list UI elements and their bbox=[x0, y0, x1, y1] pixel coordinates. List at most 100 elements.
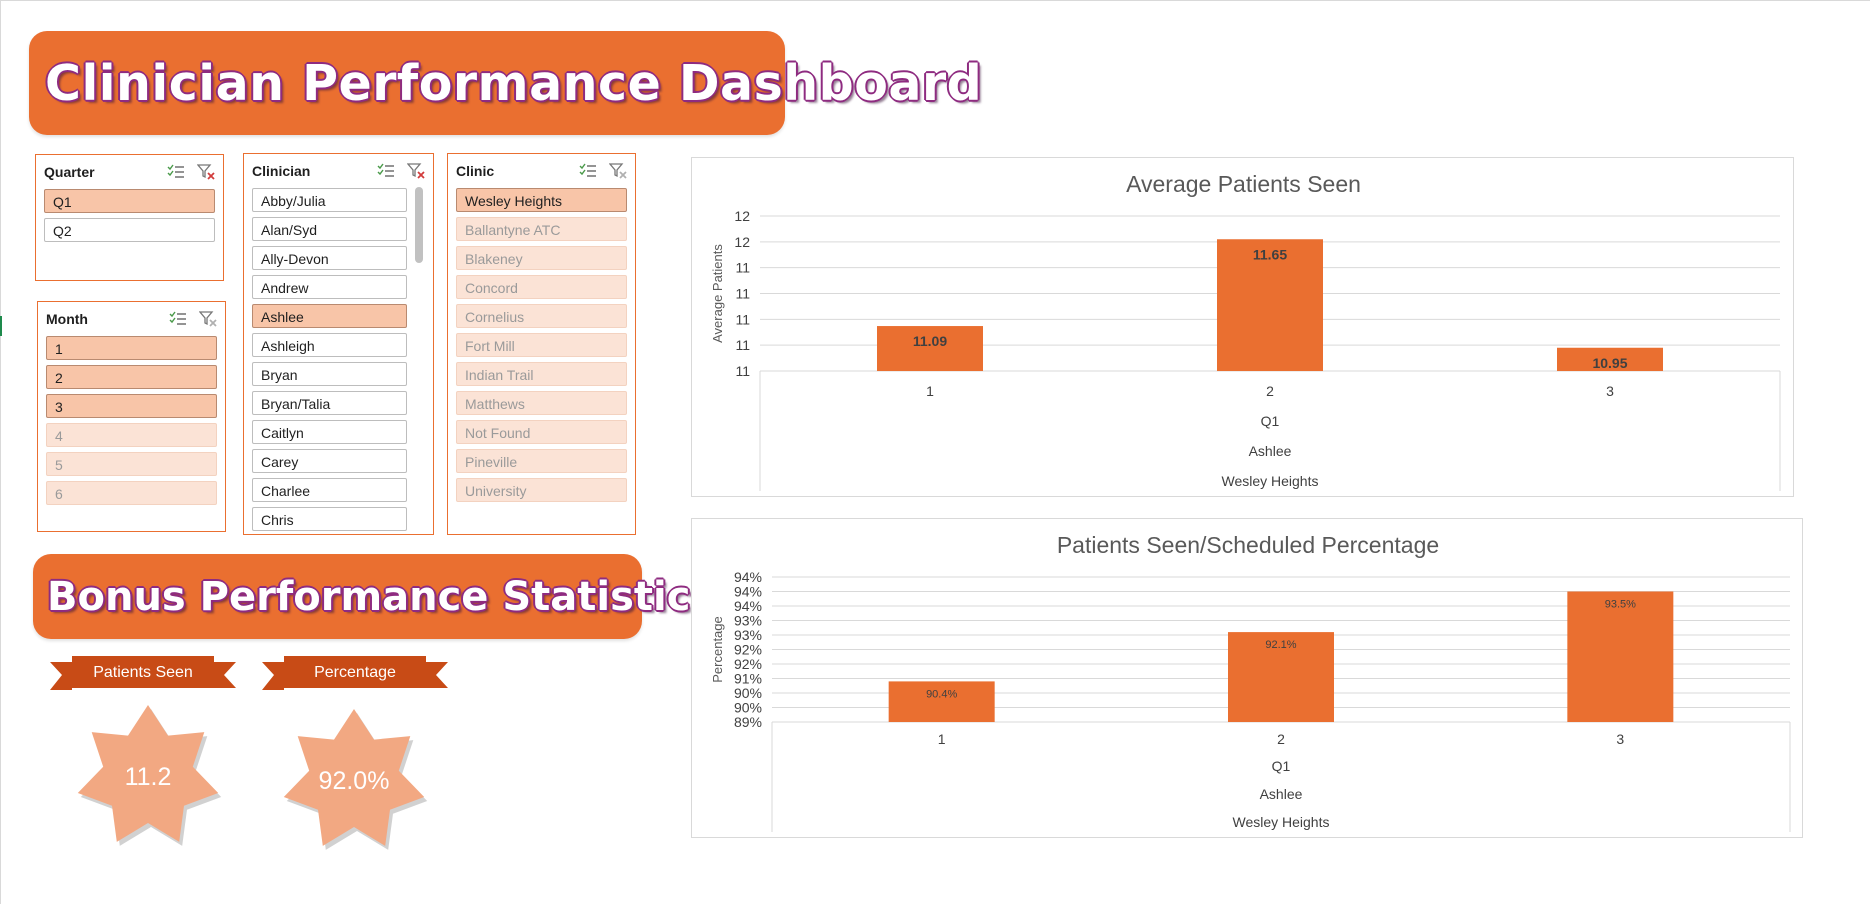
star-body bbox=[77, 705, 219, 842]
clinic-option[interactable]: Fort Mill bbox=[456, 333, 627, 357]
y-tick-label: 93% bbox=[734, 627, 762, 643]
y-tick-label: 12 bbox=[734, 234, 750, 250]
clinic-option[interactable]: Wesley Heights bbox=[456, 188, 627, 212]
clinician-option[interactable]: Andrew bbox=[252, 275, 407, 299]
y-tick-label: 93% bbox=[734, 613, 762, 629]
data-label: 10.95 bbox=[1592, 355, 1627, 371]
month-option[interactable]: 4 bbox=[46, 423, 217, 447]
y-tick-label: 11 bbox=[735, 311, 750, 327]
month-slicer[interactable]: Month 1 2 3 4 5 6 bbox=[37, 301, 226, 532]
percentage-label: Percentage bbox=[314, 664, 396, 681]
y-tick-label: 90% bbox=[734, 685, 762, 701]
clinic-option[interactable]: University bbox=[456, 478, 627, 502]
quarter-slicer-items: Q1 Q2 bbox=[44, 189, 215, 247]
y-tick-label: 94% bbox=[734, 598, 762, 614]
clinic-option[interactable]: Matthews bbox=[456, 391, 627, 415]
y-axis-label: Percentage bbox=[710, 616, 725, 683]
clinic-option[interactable]: Cornelius bbox=[456, 304, 627, 328]
multi-select-icon[interactable] bbox=[169, 311, 187, 327]
clinician-slicer[interactable]: Clinician Abby/Julia Alan/Syd Ally-Devon An… bbox=[243, 153, 434, 535]
multi-select-icon[interactable] bbox=[579, 163, 597, 179]
chart-bar bbox=[1557, 347, 1663, 371]
star-shape bbox=[77, 705, 222, 846]
chart-bar bbox=[1228, 632, 1334, 722]
dashboard-title-banner: Clinician Performance Dashboard bbox=[29, 31, 982, 135]
y-tick-label: 11 bbox=[735, 260, 750, 276]
x-tick-label: 2 bbox=[1277, 731, 1285, 747]
y-tick-label: 94% bbox=[734, 584, 762, 600]
percentage-value: 92.0% bbox=[318, 766, 390, 795]
percentage-chart-svg: Patients Seen/Scheduled Percentage89%90%… bbox=[710, 532, 1791, 832]
clinician-option[interactable]: Abby/Julia bbox=[252, 188, 407, 212]
clinician-option[interactable]: Ashlee bbox=[252, 304, 407, 328]
x-group-label: Ashlee bbox=[1260, 786, 1303, 802]
clinician-option[interactable]: Carey bbox=[252, 449, 407, 473]
clinic-option[interactable]: Not Found bbox=[456, 420, 627, 444]
month-option[interactable]: 2 bbox=[46, 365, 217, 389]
data-label: 11.09 bbox=[913, 333, 947, 349]
quarter-slicer[interactable]: Quarter Q1 Q2 bbox=[35, 154, 224, 281]
clinic-slicer[interactable]: Clinic Wesley Heights Ballantyne ATC Blake… bbox=[447, 153, 636, 535]
clinic-slicer-header: Clinic bbox=[456, 158, 627, 184]
y-tick-label: 11 bbox=[735, 363, 750, 379]
percentage-star: 92.0% bbox=[270, 706, 438, 856]
clinic-option[interactable]: Blakeney bbox=[456, 246, 627, 270]
clinician-option[interactable]: Alan/Syd bbox=[252, 217, 407, 241]
data-label: 11.65 bbox=[1253, 246, 1287, 262]
y-tick-label: 92% bbox=[734, 656, 762, 672]
month-option[interactable]: 5 bbox=[46, 452, 217, 476]
chart-bar bbox=[877, 326, 983, 371]
clinic-option[interactable]: Pineville bbox=[456, 449, 627, 473]
y-tick-label: 90% bbox=[734, 700, 762, 716]
patients-seen-label: Patients Seen bbox=[93, 664, 193, 681]
clinic-slicer-items: Wesley Heights Ballantyne ATC Blakeney Conc… bbox=[456, 188, 627, 507]
patients-seen-value: 11.2 bbox=[124, 762, 172, 791]
star-shape bbox=[283, 709, 428, 850]
clinician-option[interactable]: Bryan/Talia bbox=[252, 391, 407, 415]
clinic-option[interactable]: Concord bbox=[456, 275, 627, 299]
clinician-option[interactable]: Ally-Devon bbox=[252, 246, 407, 270]
scrollbar-thumb[interactable] bbox=[415, 187, 423, 263]
quarter-option[interactable]: Q1 bbox=[44, 189, 215, 213]
y-tick-label: 91% bbox=[734, 671, 762, 687]
clinician-option[interactable]: Chris bbox=[252, 507, 407, 531]
percentage-chart[interactable]: Patients Seen/Scheduled Percentage 89% 90%… bbox=[691, 518, 1803, 838]
chart-bar bbox=[1217, 239, 1323, 371]
patients-seen-star: 11.2 bbox=[64, 702, 232, 852]
clinician-option[interactable]: Bryan bbox=[252, 362, 407, 386]
y-tick-label: 11 bbox=[735, 337, 750, 353]
clinician-slicer-scrollbar[interactable] bbox=[415, 187, 423, 417]
month-option[interactable]: 3 bbox=[46, 394, 217, 418]
clinician-slicer-header: Clinician bbox=[252, 158, 425, 184]
clinic-option[interactable]: Indian Trail bbox=[456, 362, 627, 386]
clinic-slicer-title: Clinic bbox=[456, 163, 495, 179]
x-group-label: Wesley Heights bbox=[1221, 473, 1318, 489]
average-patients-chart[interactable]: Average Patients Seen 11 11 11 11 11 12 12 Avera… bbox=[691, 157, 1794, 497]
ribbon-body bbox=[284, 656, 426, 686]
bonus-title: Bonus Performance Statistics bbox=[47, 573, 715, 620]
month-option[interactable]: 1 bbox=[46, 336, 217, 360]
ribbon-body bbox=[72, 656, 214, 686]
month-option[interactable]: 6 bbox=[46, 481, 217, 505]
chart-bar bbox=[888, 681, 995, 722]
multi-select-icon[interactable] bbox=[377, 163, 395, 179]
quarter-option[interactable]: Q2 bbox=[44, 218, 215, 242]
clinician-option[interactable]: Caitlyn bbox=[252, 420, 407, 444]
data-label: 93.5% bbox=[1605, 599, 1636, 611]
clear-filter-icon[interactable] bbox=[608, 163, 627, 179]
clinician-option[interactable]: Ashleigh bbox=[252, 333, 407, 357]
x-tick-label: 1 bbox=[926, 383, 934, 399]
patients-seen-ribbon: Patients Seen bbox=[50, 656, 236, 690]
clear-filter-icon[interactable] bbox=[196, 164, 215, 180]
clear-filter-icon[interactable] bbox=[406, 163, 425, 179]
month-slicer-header: Month bbox=[46, 306, 217, 332]
y-tick-label: 89% bbox=[734, 714, 762, 730]
sheet-left-border bbox=[0, 0, 1, 904]
clinic-option[interactable]: Ballantyne ATC bbox=[456, 217, 627, 241]
clinician-option[interactable]: Charlee bbox=[252, 478, 407, 502]
y-tick-label: 11 bbox=[735, 286, 750, 302]
star-body bbox=[283, 709, 425, 846]
multi-select-icon[interactable] bbox=[167, 164, 185, 180]
clinician-slicer-title: Clinician bbox=[252, 163, 311, 179]
clear-filter-icon[interactable] bbox=[198, 311, 217, 327]
